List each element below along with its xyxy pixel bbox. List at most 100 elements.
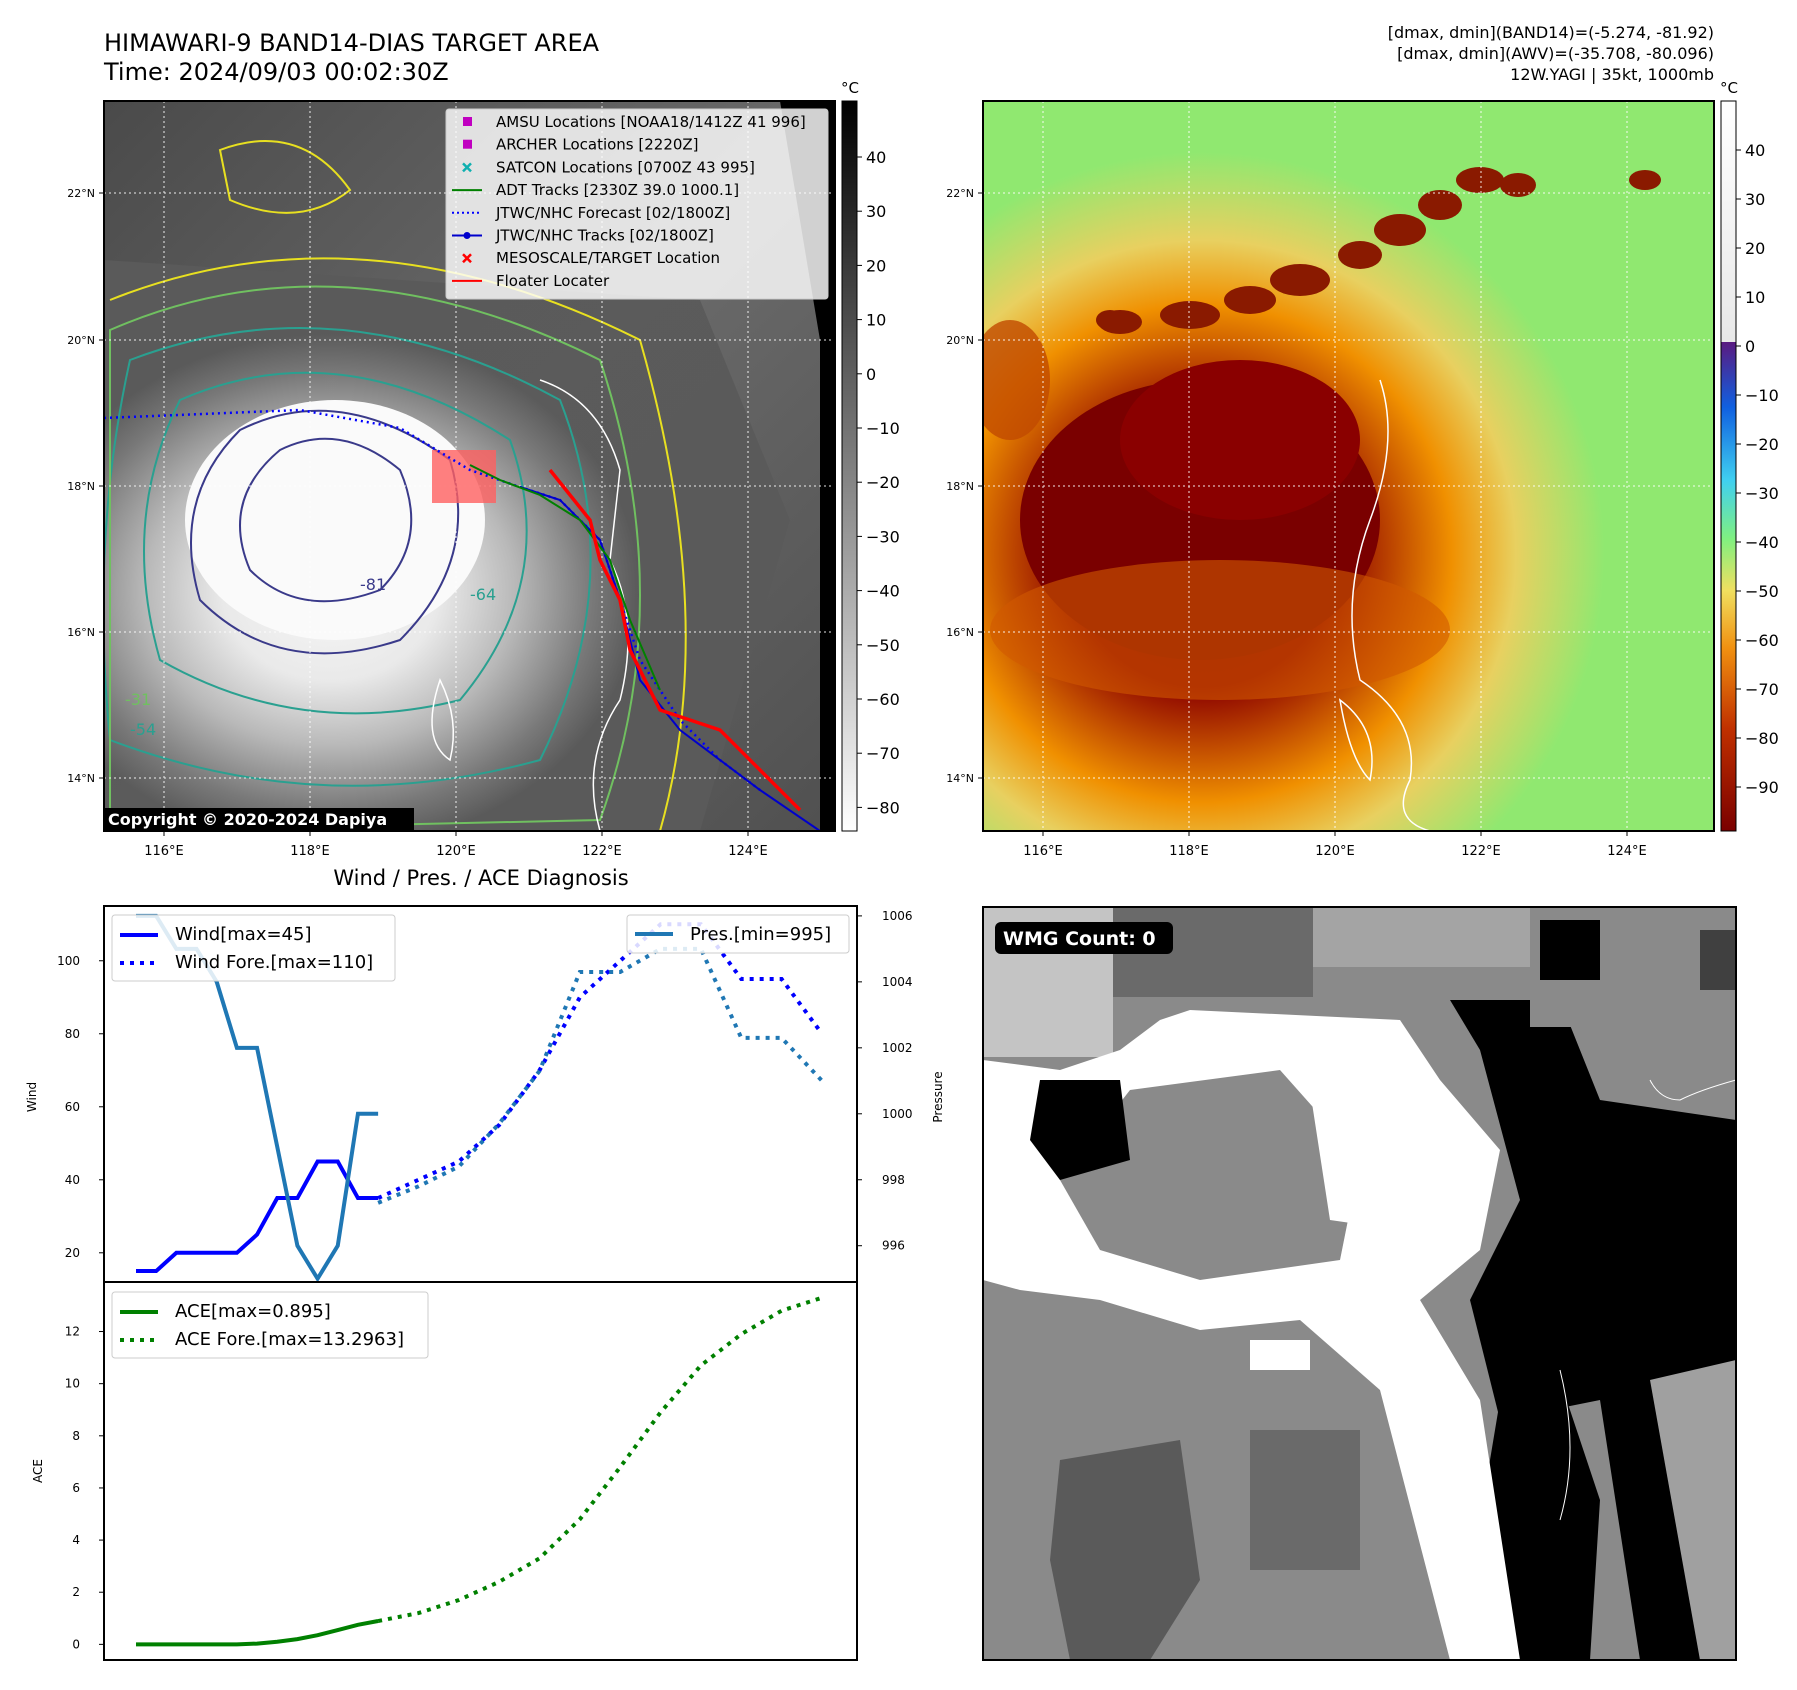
lon-label: 124°E — [1607, 844, 1647, 859]
lat-label: 20°N — [946, 334, 974, 347]
ace-axis-label: ACE — [31, 1459, 45, 1483]
info-band14: [dmax, dmin](BAND14)=(-5.274, -81.92) — [1388, 23, 1714, 42]
colorbar-tick: 40 — [866, 148, 886, 167]
colorbar-tick: −80 — [1745, 729, 1779, 748]
colorbar-tick: 20 — [866, 256, 886, 275]
wmg-count-label: WMG Count: 0 — [1003, 928, 1156, 950]
legend-marker — [462, 253, 472, 264]
lat-label: 14°N — [946, 772, 974, 785]
wmg-panel: WMG Count: 0 — [982, 906, 1737, 1661]
lon-label: 116°E — [144, 844, 184, 859]
legend-label: Floater Locater — [496, 272, 610, 290]
lat-label: 14°N — [67, 772, 95, 785]
colorbar-tick: −70 — [866, 744, 900, 763]
series-line-3 — [377, 946, 824, 1205]
colorbar-tick: −30 — [1745, 484, 1779, 503]
colorbar-tick: 30 — [1745, 190, 1765, 209]
awv-colorbar: °C 40 30 20 10 0 −10 −20 −30 −40 −50 −60 −70 −80 −90 — [1720, 79, 1779, 832]
colorbar-tick: −50 — [1745, 582, 1779, 601]
info-storm: 12W.YAGI | 35kt, 1000mb — [1510, 65, 1714, 84]
awv-lat-labels: 22°N 20°N 18°N 16°N 14°N — [946, 187, 983, 785]
pressure-tick: 996 — [882, 1239, 905, 1253]
ace-legend: ACE[max=0.895] ACE Fore.[max=13.2963] — [111, 1291, 429, 1359]
ace-tick: 12 — [65, 1325, 80, 1339]
colorbar-tick: −10 — [866, 419, 900, 438]
pressure-tick: 1006 — [882, 909, 913, 923]
colorbar-tick: −20 — [866, 473, 900, 492]
awv-lon-labels: 116°E 118°E 120°E 122°E 124°E — [1023, 831, 1647, 859]
pressure-legend: Pres.[min=995] — [626, 914, 850, 954]
legend-label: Wind[max=45] — [175, 924, 312, 945]
contour-label-31: -31 — [125, 690, 151, 709]
ir-colorbar: °C 40 30 20 10 0 −10 −20 −30 −40 −50 −60 −70 −80 — [841, 79, 900, 832]
contour-label-64: -64 — [470, 585, 496, 604]
ace-tick: 0 — [72, 1637, 80, 1651]
colorbar-tick: 20 — [1745, 239, 1765, 258]
colorbar-tick: −90 — [1745, 778, 1779, 797]
colorbar-tick: −50 — [866, 636, 900, 655]
legend-marker — [462, 162, 472, 173]
ace-tick: 6 — [72, 1481, 80, 1495]
lat-label: 16°N — [67, 626, 95, 639]
legend-entry: SATCON Locations [0700Z 43 995] — [462, 158, 755, 176]
legend-label: JTWC/NHC Forecast [02/1800Z] — [495, 204, 730, 222]
ir-legend: AMSU Locations [NOAA18/1412Z 41 996] ARCH… — [445, 108, 829, 300]
legend-entry: JTWC/NHC Tracks [02/1800Z] — [452, 227, 714, 245]
wind-axis-label: Wind — [25, 1082, 39, 1112]
colorbar-tick: 10 — [866, 311, 886, 330]
lon-label: 122°E — [1461, 844, 1501, 859]
wind-tick: 80 — [65, 1027, 80, 1041]
legend-label: MESOSCALE/TARGET Location — [496, 249, 720, 267]
wind-tick: 40 — [65, 1173, 80, 1187]
colorbar-tick: −10 — [1745, 386, 1779, 405]
contour-label-54: -54 — [130, 720, 156, 739]
pressure-tick: 1004 — [882, 975, 913, 989]
legend-entry: ADT Tracks [2330Z 39.0 1000.1] — [452, 181, 739, 199]
legend-entry: MESOSCALE/TARGET Location — [462, 249, 720, 267]
ace-series-line-1 — [377, 1295, 823, 1623]
pressure-axis-label: Pressure — [931, 1071, 945, 1122]
legend-label: ADT Tracks [2330Z 39.0 1000.1] — [496, 181, 739, 199]
lat-label: 22°N — [67, 187, 95, 200]
ir-colorbar-ticks: 40 30 20 10 0 −10 −20 −30 −40 −50 −60 −70 −80 — [857, 148, 900, 817]
legend-entry: AMSU Locations [NOAA18/1412Z 41 996] — [463, 113, 806, 131]
ace-tick: 8 — [72, 1429, 80, 1443]
lon-label: 122°E — [582, 844, 622, 859]
series-line-0 — [136, 1159, 379, 1274]
colorbar-tick: −20 — [1745, 435, 1779, 454]
lon-label: 116°E — [1023, 844, 1063, 859]
ace-tick: 2 — [72, 1585, 80, 1599]
ir-lon-labels: 116°E 118°E 120°E 122°E 124°E — [144, 831, 768, 859]
lon-label: 120°E — [436, 844, 476, 859]
wind-legend: Wind[max=45] Wind Fore.[max=110] — [111, 914, 396, 982]
colorbar-tick: 0 — [1745, 337, 1755, 356]
lon-label: 124°E — [728, 844, 768, 859]
lat-label: 20°N — [67, 334, 95, 347]
diagnosis-title: Wind / Pres. / ACE Diagnosis — [333, 866, 628, 890]
wind-tick: 60 — [65, 1100, 80, 1114]
legend-label: JTWC/NHC Tracks [02/1800Z] — [495, 227, 714, 245]
legend-entry: JTWC/NHC Forecast [02/1800Z] — [452, 204, 730, 222]
ace-tick: 4 — [72, 1533, 80, 1547]
ace-series — [136, 1295, 823, 1647]
ace-y-ticks: 0 2 4 6 8 10 12 — [65, 1325, 104, 1651]
lat-label: 16°N — [946, 626, 974, 639]
lat-label: 18°N — [67, 480, 95, 493]
wind-y-ticks: 20 40 60 80 100 — [57, 954, 104, 1260]
wind-tick: 100 — [57, 954, 80, 968]
legend-label: SATCON Locations [0700Z 43 995] — [496, 158, 755, 176]
copyright: Copyright © 2020-2024 Dapiya — [108, 810, 387, 829]
pressure-tick: 1002 — [882, 1041, 913, 1055]
legend-label: Wind Fore.[max=110] — [175, 952, 373, 973]
colorbar-tick: 10 — [1745, 288, 1765, 307]
ace-tick: 10 — [65, 1377, 80, 1391]
ir-colorbar-unit: °C — [841, 79, 859, 97]
ace-chart: ACE 0 2 4 6 8 10 12 ACE[max=0.895] ACE Fore.[ma… — [31, 1281, 858, 1661]
pressure-tick: 998 — [882, 1173, 905, 1187]
contour-label-81: -81 — [360, 575, 386, 594]
legend-label: Pres.[min=995] — [690, 924, 831, 945]
colorbar-tick: −60 — [866, 690, 900, 709]
awv-panel: 116°E 118°E 120°E 122°E 124°E 22°N 20°N 18°N 16… — [946, 100, 1715, 859]
legend-entry: Floater Locater — [452, 272, 610, 290]
